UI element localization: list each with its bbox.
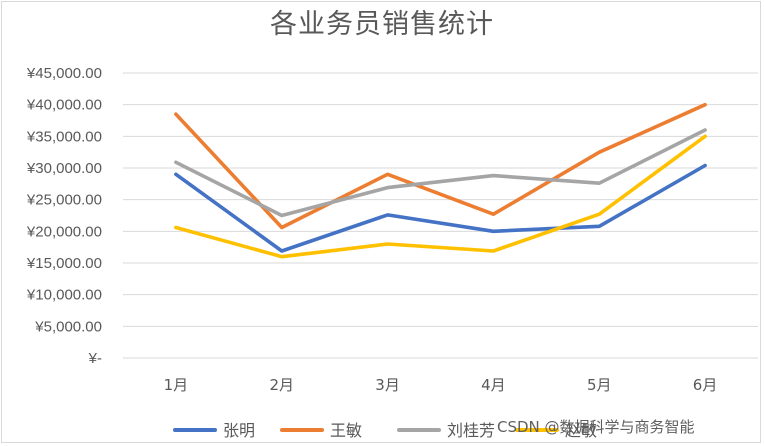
y-tick-label: ¥40,000.00: [26, 97, 102, 114]
x-tick-label: 3月: [375, 376, 400, 394]
y-tick-label: ¥-: [88, 350, 102, 367]
x-tick-label: 1月: [164, 376, 189, 394]
chart-title: 各业务员销售统计: [270, 9, 494, 40]
y-tick-label: ¥25,000.00: [26, 192, 102, 209]
series-line: [174, 128, 707, 218]
y-tick-label: ¥45,000.00: [26, 65, 102, 82]
series-line: [174, 134, 707, 259]
y-tick-label: ¥5,000.00: [34, 318, 102, 335]
x-tick-label: 4月: [481, 376, 506, 394]
series-line: [174, 163, 707, 253]
y-tick-label: ¥15,000.00: [26, 255, 102, 272]
legend-label: 王敏: [330, 421, 362, 440]
x-tick-label: 6月: [693, 376, 718, 394]
y-tick-label: ¥35,000.00: [26, 128, 102, 145]
watermark-text: CSDN @数据科学与商务智能: [497, 418, 695, 436]
legend-label: 张明: [223, 421, 255, 440]
x-tick-label: 2月: [269, 376, 294, 394]
legend-label: 赵敏: [565, 421, 597, 440]
y-tick-label: ¥30,000.00: [26, 160, 102, 177]
x-tick-label: 5月: [587, 376, 612, 394]
y-tick-label: ¥20,000.00: [26, 223, 102, 240]
y-tick-label: ¥10,000.00: [26, 287, 102, 304]
legend-label: 刘桂芳: [447, 421, 495, 440]
